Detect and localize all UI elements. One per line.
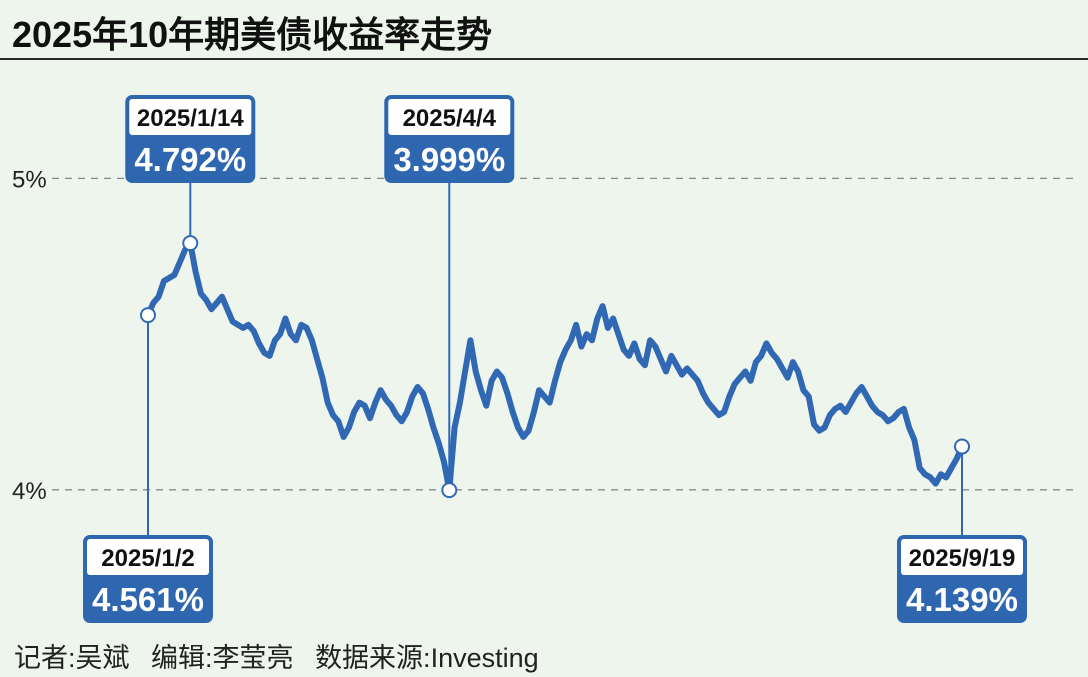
- y-tick-label: 5%: [12, 166, 47, 193]
- chart-title: 2025年10年期美债收益率走势: [12, 14, 493, 55]
- callout-date: 2025/4/4: [403, 105, 497, 132]
- callout-box: 2025/1/14 4.792%: [125, 95, 256, 183]
- callout-date: 2025/9/19: [909, 545, 1016, 572]
- source-credit: 数据来源:Investing: [315, 643, 539, 673]
- callout-point-marker: [441, 482, 458, 499]
- callout-point-marker: [182, 235, 199, 252]
- callout-value: 4.792%: [134, 141, 246, 178]
- reporter-credit: 记者:吴斌: [14, 643, 130, 673]
- callout-markers: [140, 235, 970, 499]
- yield-series-line: [145, 240, 965, 494]
- callout-date-panel: [901, 539, 1023, 575]
- callout-date: 2025/1/14: [137, 105, 244, 132]
- callout-date-panel: [129, 99, 252, 135]
- callout-date-panel: [388, 99, 511, 135]
- yield-chart: 5% 4% 2025/1/2 4.561% 2025/1/14 4.792% 2025/4…: [12, 95, 1075, 623]
- callout-value: 4.139%: [906, 581, 1018, 618]
- y-tick-label: 4%: [12, 478, 47, 505]
- callout-date-panel: [87, 539, 209, 575]
- callout-leaders: [147, 183, 963, 535]
- callout-box: 2025/4/4 3.999%: [384, 95, 515, 183]
- callout-boxes: 2025/1/2 4.561% 2025/1/14 4.792% 2025/4/4 3.9…: [83, 95, 1027, 623]
- editor-credit: 编辑:李莹亮: [151, 643, 294, 673]
- footer-credits: 记者:吴斌 编辑:李莹亮 数据来源:Investing: [14, 636, 553, 675]
- callout-point-marker: [954, 438, 970, 455]
- callout-point-marker: [140, 307, 156, 324]
- callout-box: 2025/9/19 4.139%: [897, 535, 1027, 623]
- callout-box: 2025/1/2 4.561%: [83, 535, 213, 623]
- title-divider: [0, 58, 1088, 60]
- gridlines: [52, 177, 1075, 491]
- callout-value: 4.561%: [92, 581, 204, 618]
- callout-value: 3.999%: [393, 141, 505, 178]
- y-axis-ticks: 5% 4%: [12, 166, 47, 504]
- callout-date: 2025/1/2: [101, 545, 194, 572]
